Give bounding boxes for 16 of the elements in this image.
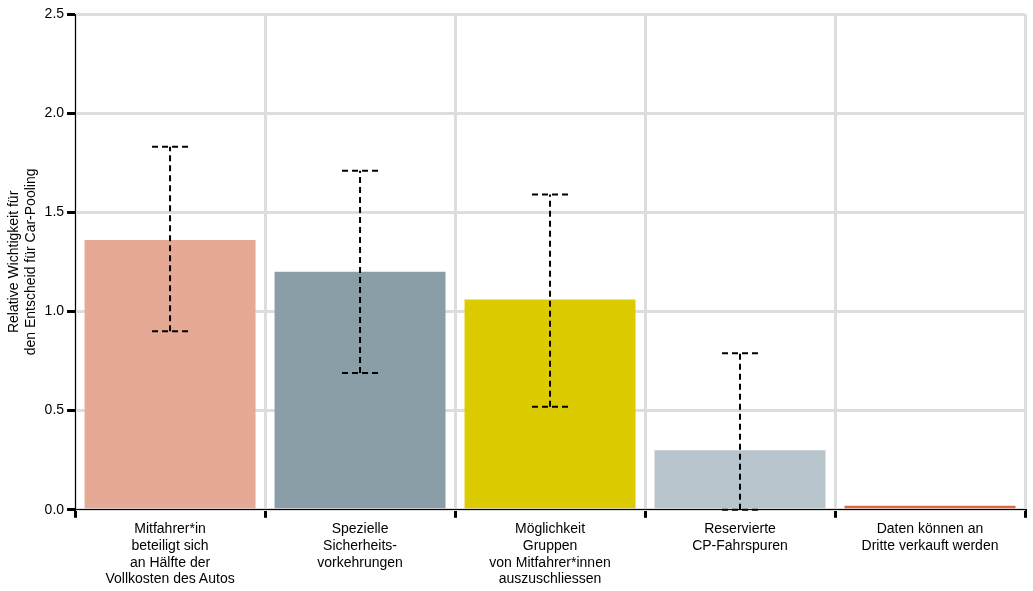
x-tick-label: Reservierte CP-Fahrspuren — [692, 520, 788, 553]
y-tick-label: 1.0 — [44, 302, 65, 319]
y-tick-label: 0.0 — [44, 500, 65, 517]
x-tick-label: Mitfahrer*in beteiligt sich an Hälfte der Vollkosten des Autos — [105, 520, 235, 587]
bar — [274, 271, 446, 509]
y-tick-label: 0.5 — [44, 401, 65, 418]
x-tick-label: Spezielle Sicherheits- vorkehrungen — [317, 520, 403, 570]
bar — [654, 450, 826, 509]
y-axis-title: Relative Wichtigkeit für den Entscheid für Car-Pooling — [5, 168, 39, 356]
bar — [464, 299, 636, 509]
y-tick-label: 1.5 — [44, 203, 65, 220]
y-tick-label: 2.5 — [44, 4, 65, 21]
bar — [84, 240, 256, 509]
x-tick-label: Daten können an Dritte verkauft werden — [861, 520, 999, 553]
x-tick-label: Möglichkeit Gruppen von Mitfahrer*innen auszuschliessen — [489, 520, 611, 587]
y-tick-label: 2.0 — [44, 104, 65, 121]
